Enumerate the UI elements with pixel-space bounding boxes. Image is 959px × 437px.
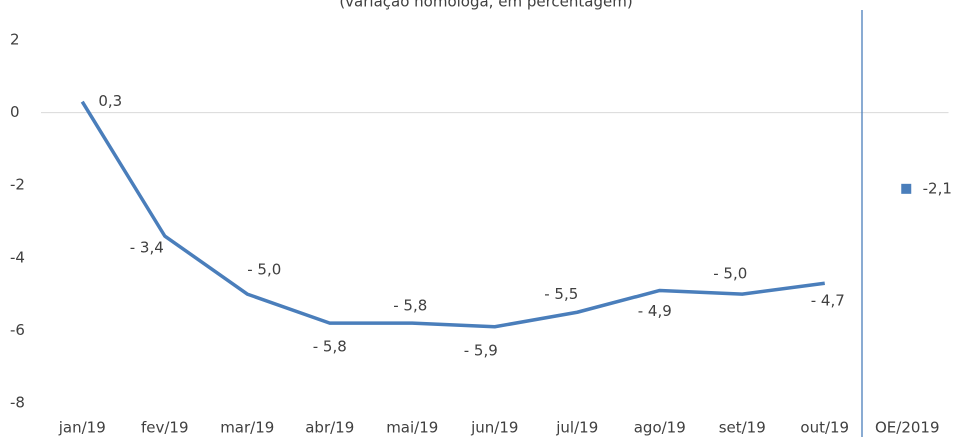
y-tick-label: -2 bbox=[10, 176, 25, 194]
data-label: - 5,5 bbox=[544, 285, 578, 303]
y-tick-label: -6 bbox=[10, 321, 25, 339]
data-marker bbox=[901, 183, 912, 194]
data-label: - 5,0 bbox=[713, 265, 747, 283]
data-label: -2,1 bbox=[923, 179, 952, 197]
data-label: - 3,4 bbox=[130, 239, 164, 257]
data-label: - 4,9 bbox=[638, 302, 672, 320]
data-label: - 5,8 bbox=[313, 338, 347, 356]
x-tick-label: jan/19 bbox=[58, 419, 106, 437]
x-tick-label: jun/19 bbox=[470, 419, 518, 437]
y-tick-label: 0 bbox=[10, 103, 20, 121]
x-tick-label: out/19 bbox=[800, 419, 849, 437]
data-label: - 4,7 bbox=[811, 292, 845, 310]
x-tick-label: mar/19 bbox=[220, 419, 274, 437]
chart-subtitle: (variação homóloga, em percentagem) bbox=[339, 0, 632, 11]
x-tick-label: mai/19 bbox=[386, 419, 438, 437]
y-tick-label: -4 bbox=[10, 248, 25, 266]
x-tick-label: fev/19 bbox=[141, 419, 189, 437]
data-label: - 5,9 bbox=[464, 341, 498, 359]
x-tick-label: set/19 bbox=[719, 419, 766, 437]
data-line bbox=[80, 100, 825, 329]
data-label: 0,3 bbox=[98, 92, 122, 110]
x-tick-label: abr/19 bbox=[305, 419, 354, 437]
data-label: - 5,8 bbox=[393, 297, 427, 315]
x-tick-label: OE/2019 bbox=[875, 419, 940, 437]
x-tick-label: jul/19 bbox=[555, 419, 598, 437]
data-label: - 5,0 bbox=[247, 261, 281, 279]
x-tick-label: ago/19 bbox=[634, 419, 686, 437]
y-tick-label: -8 bbox=[10, 394, 25, 412]
y-tick-label: 2 bbox=[10, 31, 20, 49]
